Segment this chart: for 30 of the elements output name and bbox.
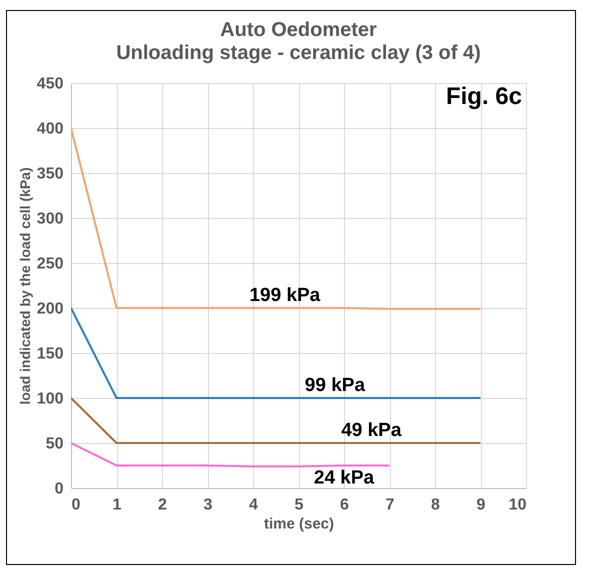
y-tick-label: 300 (36, 210, 64, 228)
y-tick-label: 450 (36, 76, 64, 92)
x-tick-label: 1 (112, 496, 122, 514)
x-tick-label: 2 (158, 496, 168, 514)
y-tick-label: 0 (54, 480, 64, 498)
y-tick-label: 150 (36, 346, 64, 362)
y-tick-label: 50 (46, 436, 64, 452)
chart-title: Auto Oedometer (220, 19, 378, 41)
y-tick-label: 200 (36, 300, 64, 318)
y-tick-label: 100 (36, 390, 64, 408)
y-tick-label: 250 (36, 256, 64, 272)
annotation: 24 kPa (314, 468, 375, 488)
x-tick-label: 8 (431, 496, 440, 514)
x-tick-label: 7 (386, 496, 395, 514)
annotation: 49 kPa (341, 420, 402, 441)
x-tick-label: 10 (508, 496, 527, 514)
y-tick-label: 350 (36, 166, 64, 182)
x-axis-title: time (sec) (264, 516, 334, 532)
x-tick-label: 0 (72, 496, 80, 514)
x-tick-label: 5 (294, 496, 304, 514)
annotation: Fig. 6c (446, 83, 522, 110)
chart-subtitle: Unloading stage - ceramic clay (3 of 4) (116, 42, 481, 64)
annotation: 99 kPa (304, 375, 366, 396)
x-tick-label: 4 (249, 496, 258, 514)
x-tick-label: 9 (476, 496, 486, 514)
y-tick-label: 400 (36, 120, 64, 138)
x-tick-label: 3 (204, 496, 213, 514)
annotation: 199 kPa (249, 285, 321, 306)
x-tick-label: 6 (340, 496, 350, 514)
y-axis-title: load indicated by the load cell (kPa) (16, 167, 33, 405)
